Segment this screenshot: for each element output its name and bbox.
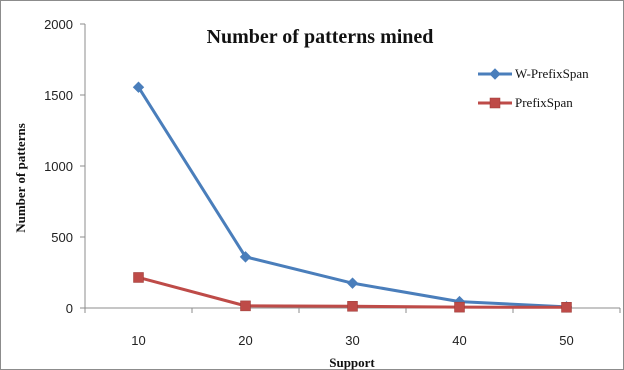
data-point-prefixspan: [347, 301, 358, 312]
y-axis-title: Number of patterns: [13, 123, 28, 233]
series-line-w-prefixspan: [137, 86, 567, 309]
data-point-w-prefixspan: [346, 277, 359, 289]
x-tick-label: 50: [559, 333, 573, 348]
legend-marker: [489, 68, 501, 80]
x-tick-label: 30: [345, 333, 359, 348]
data-point-w-prefixspan: [239, 251, 252, 263]
y-tick-label: 500: [51, 230, 73, 245]
data-point-w-prefixspan: [132, 81, 145, 93]
legend-marker: [489, 97, 501, 109]
x-axis-ticks: 10 20 30 40 50: [84, 308, 621, 348]
y-tick-label: 0: [66, 301, 73, 316]
legend-label: PrefixSpan: [515, 95, 573, 110]
y-axis-ticks: 0 500 1000 1500 2000: [44, 17, 85, 316]
data-point-prefixspan: [561, 302, 572, 313]
series-layer: [132, 81, 573, 313]
x-tick-label: 20: [238, 333, 252, 348]
y-tick-label: 1000: [44, 159, 73, 174]
data-point-prefixspan: [133, 272, 144, 283]
y-tick-label: 1500: [44, 88, 73, 103]
legend-label: W-PrefixSpan: [515, 66, 589, 81]
y-tick-label: 2000: [44, 17, 73, 32]
data-point-prefixspan: [240, 300, 251, 312]
x-tick-label: 10: [131, 333, 145, 348]
x-tick-label: 40: [452, 333, 466, 348]
data-point-prefixspan: [454, 301, 465, 313]
chart-title: Number of patterns mined: [207, 26, 434, 48]
x-axis-title: Support: [329, 355, 375, 370]
legend: W-PrefixSpan PrefixSpan: [478, 66, 589, 110]
